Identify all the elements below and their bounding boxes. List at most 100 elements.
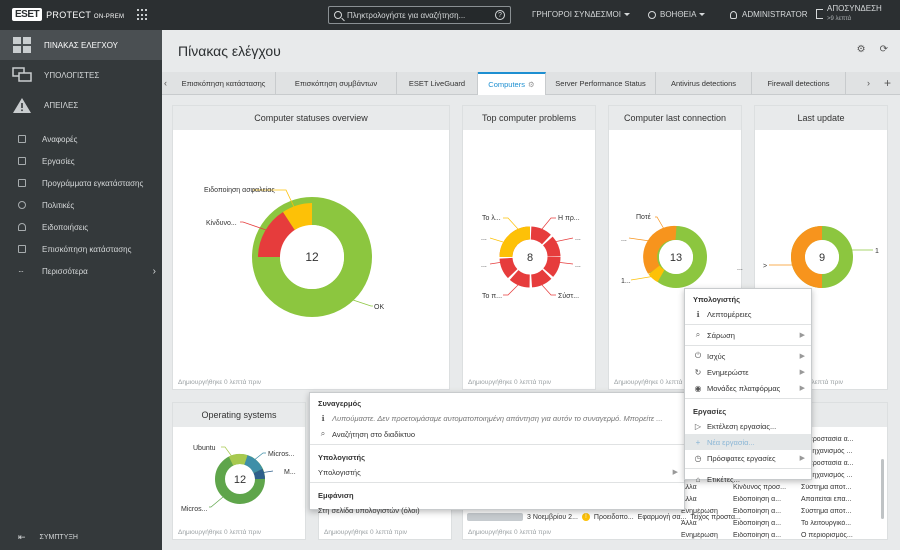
tabs-scroll-right-icon[interactable]: › [867, 78, 870, 88]
svg-text:Ποτέ: Ποτέ [636, 213, 651, 221]
tab-status-overview[interactable]: Επισκόπηση κατάστασης [172, 72, 276, 95]
table-row[interactable]: Ενημέρωση Ειδοποίηση α... Σύστημα αποτ... [681, 505, 881, 517]
tasks-section-heading: Εργασίες [693, 407, 727, 416]
update-item[interactable]: ↻ Ενημερώστε ▶ [694, 367, 805, 377]
table-cell: Η προστασία α... [801, 435, 854, 443]
sidebar-item-threats[interactable]: ΑΠΕΙΛΕΣ [0, 90, 162, 120]
table-row[interactable]: Άλλα Ειδοποίηση α... Το λειτουργικό... [681, 517, 881, 529]
search-icon [334, 11, 342, 19]
tab-computers[interactable]: Computers ⚙ [478, 72, 546, 95]
sidebar-item-status-overview[interactable]: Επισκόπηση κατάστασης [0, 238, 162, 260]
tab-firewall-detections[interactable]: Firewall detections [752, 72, 846, 95]
svg-text:Το π...: Το π... [482, 293, 502, 300]
run-task-item[interactable]: ▷ Εκτέλεση εργασίας... [694, 421, 777, 431]
table-cell: Άλλα [681, 495, 697, 503]
details-item[interactable]: ℹ Λεπτομέρειες [685, 306, 811, 322]
dashboard-icon [12, 36, 32, 54]
computer-section-heading: Υπολογιστής [318, 453, 365, 462]
table-cell: Σύστημα αποτ... [801, 483, 852, 491]
svg-text:...: ... [575, 262, 581, 269]
installers-icon [18, 179, 26, 187]
svg-text:Σύστ...: Σύστ... [558, 292, 579, 300]
sidebar-item-computers[interactable]: ΥΠΟΛΟΓΙΣΤΕΣ [0, 60, 162, 90]
sidebar-item-notifications[interactable]: Ειδοποιήσεις [0, 216, 162, 238]
os-donut-chart[interactable]: 12 Ubuntu Micros... M... Micros... [173, 427, 307, 539]
settings-gear-icon[interactable]: ⚙ [856, 44, 866, 55]
label-security-alert: Ειδοποίηση ασφαλείας [204, 186, 275, 194]
card-title: Last update [755, 106, 887, 130]
power-icon: ⏻ [694, 351, 702, 360]
sidebar-item-installers[interactable]: Προγράμματα εγκατάστασης [0, 172, 162, 194]
view-computers-page-item[interactable]: Στη σελίδα υπολογιστών (όλοι) [318, 505, 420, 515]
last-update-donut-chart[interactable]: 9 1 > [755, 130, 889, 375]
tab-settings-gear-icon[interactable]: ⚙ [527, 80, 535, 89]
tab-liveguard[interactable]: ESET LiveGuard [397, 72, 478, 95]
tabs-scroll-left-icon[interactable]: ‹ [164, 78, 167, 88]
table-row[interactable]: Άλλα Ειδοποίηση α... Απαιτείται επα... [681, 493, 881, 505]
quick-links-menu[interactable]: ΓΡΗΓΟΡΟΙ ΣΥΝΔΕΣΜΟΙ [532, 10, 630, 19]
svg-text:Το λ...: Το λ... [482, 215, 501, 222]
card-computer-statuses: Computer statuses overview 12 Ειδοποίηση… [172, 105, 450, 390]
table-cell: Άλλα [681, 519, 697, 527]
search-icon: ⌕ [320, 429, 326, 438]
table-row[interactable]: Άλλα Κίνδυνος προσ... Σύστημα αποτ... [681, 481, 881, 493]
search-web-item[interactable]: ⌕ Αναζήτηση στο διαδίκτυο [310, 426, 684, 442]
sidebar-item-policies[interactable]: Πολιτικές [0, 194, 162, 216]
main-content: Πίνακας ελέγχου ⚙ ⟳ ‹ Επισκόπηση κατάστα… [162, 30, 900, 550]
statuses-donut-chart[interactable]: 12 Ειδοποίηση ασφαλείας Κίνδυνο... OK [173, 130, 451, 375]
refresh-icon[interactable]: ⟳ [879, 44, 888, 55]
problems-donut-chart[interactable]: 8 Το λ... Η πρ... ... ... ... ... Το π..… [463, 130, 597, 375]
collapse-button[interactable]: ⇤ ΣΥΜΠΤΥΞΗ [18, 531, 78, 542]
computer-submenu-heading: Υπολογιστής [693, 295, 740, 304]
table-row[interactable]: 3 Νοεμβρίου 2... ! Προειδοπο... Εφαρμογή… [467, 513, 741, 521]
sidebar-item-dashboard[interactable]: ΠΙΝΑΚΑΣ ΕΛΕΓΧΟΥ [0, 30, 162, 60]
svg-text:>: > [763, 263, 767, 270]
recent-tasks-item[interactable]: ◷ Πρόσφατες εργασίες ▶ [694, 453, 806, 463]
donut-segment-risk [258, 212, 298, 257]
search-input[interactable]: Πληκτρολογήστε για αναζήτηση... [347, 10, 466, 20]
info-icon: ℹ [321, 413, 325, 423]
tasks-icon [18, 157, 26, 165]
power-item[interactable]: ⏻ Ισχύς ▶ [694, 351, 805, 361]
new-task-item[interactable]: + Νέα εργασία... [685, 434, 811, 450]
eset-logo[interactable]: ESET PROTECT ON-PREM [12, 7, 124, 22]
table-row[interactable]: Ενημέρωση Ειδοποίηση α... Ο περιορισμός... [681, 529, 881, 541]
scan-item[interactable]: ⌕ Σάρωση ▶ [685, 327, 811, 343]
sidebar: ΠΙΝΑΚΑΣ ΕΛΕΓΧΟΥ ΥΠΟΛΟΓΙΣΤΕΣ ΑΠΕΙΛΕΣ Αναφ… [0, 30, 162, 550]
chevron-right-icon: ▶ [672, 469, 678, 476]
sidebar-item-reports[interactable]: Αναφορές [0, 128, 162, 150]
table-row[interactable]: Ο μηχανισμός ... [681, 445, 881, 457]
info-icon: ℹ [696, 309, 700, 319]
table-cell: Ειδοποίηση α... [733, 519, 782, 527]
table-row[interactable]: Η προστασία α... [681, 457, 881, 469]
apps-grid-icon[interactable] [137, 9, 149, 21]
computer-submenu: Υπολογιστής ℹ Λεπτομέρειες ⌕ Σάρωση ▶ ⏻ Ισχύ… [684, 288, 812, 484]
user-menu[interactable]: ADMINISTRATOR [730, 10, 807, 19]
table-cell: Άλλα [681, 483, 697, 491]
logout-button[interactable]: ΑΠΟΣΥΝΔΕΣΗ >9 λεπτά [827, 4, 882, 22]
tags-item[interactable]: ⌂ Ετικέτες... [685, 471, 811, 487]
search-box[interactable]: Πληκτρολογήστε για αναζήτηση... ? [328, 6, 511, 24]
table-row[interactable]: Η προστασία α... [681, 433, 881, 445]
alarm-context-menu: Συναγερμός ℹ Λυπούμαστε. Δεν προετοιμάσαμ… [309, 392, 685, 515]
table-cell: Ο μηχανισμός ... [801, 471, 853, 479]
table-cell: Ο μηχανισμός ... [801, 447, 853, 455]
help-menu[interactable]: ΒΟΗΘΕΙΑ [648, 10, 706, 19]
computer-submenu-item[interactable]: Υπολογιστής ▶ [318, 467, 678, 477]
last-connection-donut-chart[interactable]: 13 Ποτέ ... 1... ... [609, 130, 743, 375]
sidebar-item-tasks[interactable]: Εργασίες [0, 150, 162, 172]
add-tab-icon[interactable]: + [884, 76, 892, 90]
help-circle-icon[interactable]: ? [495, 10, 505, 20]
tab-antivirus-detections[interactable]: Antivirus detections [656, 72, 752, 95]
table-cell: Ο περιορισμός... [801, 531, 853, 539]
card-title: Computer statuses overview [173, 106, 449, 130]
table-scrollbar[interactable] [881, 459, 884, 519]
sidebar-item-more[interactable]: ··· Περισσότερα › [18, 265, 156, 277]
tab-events-overview[interactable]: Επισκόπηση συμβάντων [276, 72, 397, 95]
platform-modules-item[interactable]: ◉ Μονάδες πλατφόρμας ▶ [694, 383, 806, 393]
card-footer: Δημιουργήθηκε 0 λεπτά πριν [468, 379, 552, 386]
tab-server-performance[interactable]: Server Performance Status [546, 72, 656, 95]
warning-icon: ! [581, 513, 590, 521]
svg-text:1...: 1... [621, 278, 631, 285]
svg-text:Micros...: Micros... [268, 451, 295, 458]
